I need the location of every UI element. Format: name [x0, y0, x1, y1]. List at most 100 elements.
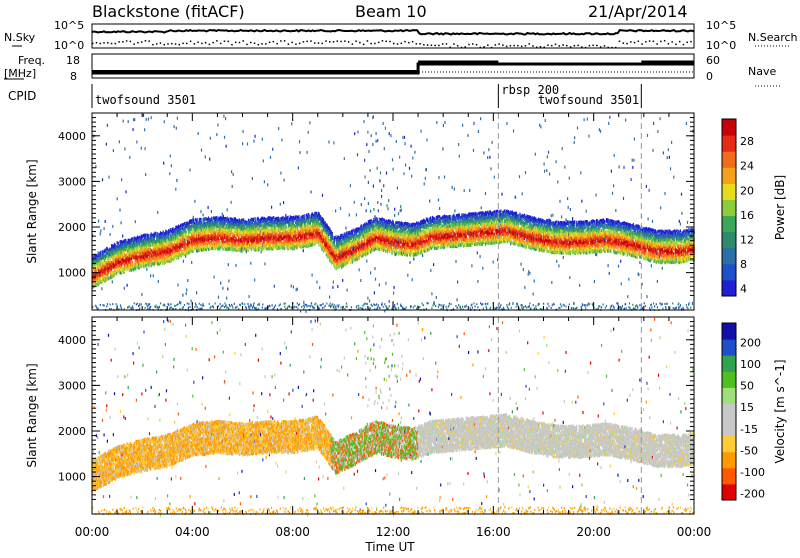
- noise-search-point: [122, 41, 124, 43]
- noise-search-point: [284, 40, 286, 42]
- noise-search-point: [401, 43, 403, 45]
- noise-search-point: [310, 40, 312, 42]
- x-tick-label-3: 12:00: [376, 525, 411, 539]
- noise-search-point: [160, 42, 162, 44]
- noise-search-point: [243, 40, 245, 42]
- noise-search-point: [645, 41, 647, 43]
- noise-search-point: [517, 45, 519, 47]
- noise-search-point: [374, 43, 376, 45]
- noise-search-point: [148, 40, 150, 42]
- noise-search-point: [483, 46, 485, 48]
- noise-search-point: [103, 42, 105, 44]
- noise-search-point: [585, 47, 587, 49]
- noise-search-point: [495, 44, 497, 46]
- noise-search-point: [581, 46, 583, 48]
- noise-search-point: [167, 43, 169, 45]
- noise-search-point: [333, 41, 335, 43]
- noise-search-point: [468, 44, 470, 46]
- noise-search-point: [423, 44, 425, 46]
- noise-search-point: [137, 42, 139, 44]
- noise-search-point: [491, 47, 493, 49]
- noise-search-point: [502, 44, 504, 46]
- noise-search-point: [306, 41, 308, 43]
- y-tick-label-0-2: 3000: [58, 175, 86, 188]
- nsearch-label: N.Search: [748, 31, 798, 44]
- noise-search-point: [348, 41, 350, 43]
- noise-search-point: [664, 40, 666, 42]
- noise-tick-left-bottom: 10^0: [54, 39, 84, 52]
- noise-search-point: [152, 44, 154, 46]
- noise-search-point: [141, 41, 143, 43]
- noise-search-point: [626, 43, 628, 45]
- noise-search-point: [476, 44, 478, 46]
- noise-search-point: [197, 41, 199, 43]
- colorbar-label-0: Power [dB]: [773, 175, 787, 240]
- colorbar-tick-1-4: -15: [740, 423, 758, 436]
- noise-search-point: [205, 42, 207, 44]
- noise-search-point: [416, 43, 418, 45]
- noise-search-point: [510, 45, 512, 47]
- colorbar-swatch: [722, 371, 736, 388]
- y-axis-label-0: Slant Range [km]: [25, 159, 39, 263]
- noise-search-point: [532, 45, 534, 47]
- freq-unit-label: [MHz]: [4, 67, 36, 80]
- noise-search-point: [638, 41, 640, 43]
- noise-search-point: [367, 40, 369, 42]
- noise-search-point: [115, 43, 117, 45]
- y-tick-label-0-1: 2000: [58, 221, 86, 234]
- noise-search-point: [506, 46, 508, 48]
- noise-search-point: [299, 43, 301, 45]
- noise-search-point: [566, 45, 568, 47]
- noise-search-point: [449, 47, 451, 49]
- nave-tick-bottom: 0: [706, 70, 713, 83]
- noise-search-point: [615, 47, 617, 49]
- noise-panel-frame: [92, 24, 694, 48]
- noise-search-point: [322, 43, 324, 45]
- rti-panel-power: [92, 113, 736, 313]
- nave-tick-top: 60: [706, 54, 720, 67]
- colorbar-swatch: [722, 323, 736, 340]
- noise-search-point: [457, 45, 459, 47]
- noise-search-point: [472, 43, 474, 45]
- x-tick-label-0: 00:00: [75, 525, 110, 539]
- colorbar-tick-1-1: 100: [740, 358, 761, 371]
- noise-search-point: [397, 43, 399, 45]
- noise-search-point: [540, 46, 542, 48]
- colorbar-swatch: [722, 468, 736, 485]
- x-axis-title: Time UT: [364, 540, 415, 554]
- noise-search-point: [611, 47, 613, 49]
- noise-search-point: [156, 43, 158, 45]
- colorbar-swatch: [722, 216, 736, 233]
- noise-search-point: [623, 42, 625, 44]
- noise-search-point: [634, 42, 636, 44]
- noise-search-point: [668, 43, 670, 45]
- noise-search-point: [393, 43, 395, 45]
- noise-search-point: [329, 41, 331, 43]
- y-tick-label-1-0: 1000: [58, 471, 86, 484]
- noise-search-point: [679, 41, 681, 43]
- freq-tick-top: 18: [66, 54, 80, 67]
- rti-panel-velocity: [92, 317, 736, 517]
- colorbar-tick-1-5: -50: [740, 444, 758, 457]
- noise-search-point: [209, 44, 211, 46]
- rti-frame-velocity: [92, 317, 694, 514]
- noise-sky-line: [92, 30, 694, 35]
- noise-search-point: [363, 44, 365, 46]
- noise-search-point: [675, 44, 677, 46]
- noise-search-point: [404, 41, 406, 43]
- noise-search-point: [314, 42, 316, 44]
- noise-search-point: [577, 45, 579, 47]
- colorbar-swatch: [722, 264, 736, 281]
- noise-search-point: [288, 43, 290, 45]
- noise-search-point: [344, 40, 346, 42]
- colorbar-tick-0-5: 8: [740, 258, 747, 271]
- noise-search-point: [385, 41, 387, 43]
- colorbar-swatch: [722, 436, 736, 453]
- colorbar-tick-0-6: 4: [740, 283, 747, 296]
- x-tick-label-4: 16:00: [476, 525, 511, 539]
- noise-search-point: [303, 41, 305, 43]
- noise-search-point: [453, 43, 455, 45]
- noise-search-point: [355, 40, 357, 42]
